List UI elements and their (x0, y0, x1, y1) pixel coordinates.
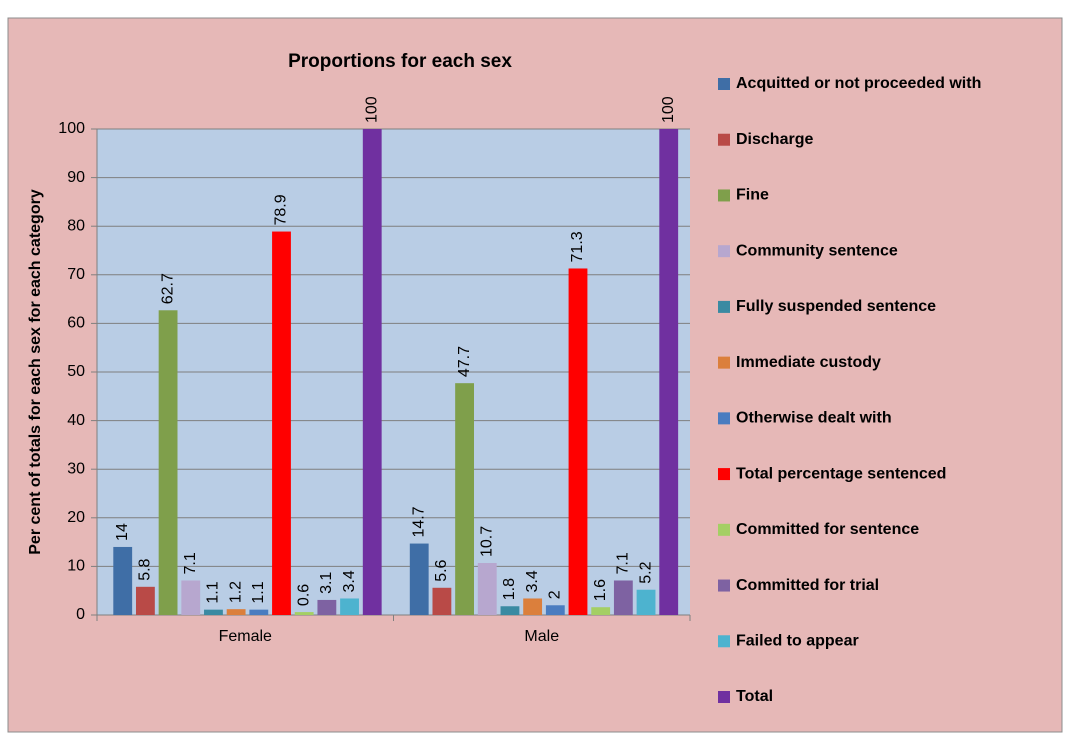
legend-swatch (718, 356, 730, 369)
bar (181, 580, 201, 615)
bar (523, 598, 543, 615)
data-label: 1.2 (227, 581, 244, 603)
y-tick-label: 20 (67, 509, 85, 526)
legend-label: Committed for sentence (736, 521, 919, 538)
y-tick-label: 60 (67, 315, 85, 332)
data-label: 14 (114, 523, 131, 541)
legend-label: Fully suspended sentence (736, 298, 936, 315)
data-label: 2 (547, 590, 564, 599)
legend-swatch (718, 300, 730, 313)
bar (317, 599, 337, 615)
bar (362, 129, 382, 615)
data-label: 1.6 (592, 579, 609, 601)
legend-swatch (718, 245, 730, 258)
data-label: 0.6 (295, 584, 312, 606)
bar (568, 268, 588, 615)
legend-label: Discharge (736, 131, 813, 148)
data-label: 1.1 (250, 581, 267, 603)
y-tick-label: 30 (67, 460, 85, 477)
data-label: 1.1 (205, 581, 222, 603)
data-label: 3.4 (524, 570, 541, 592)
y-tick-label: 100 (58, 120, 85, 137)
legend-label: Fine (736, 187, 769, 204)
y-axis-title: Per cent of totals for each sex for each… (27, 189, 44, 555)
bar (272, 231, 291, 615)
data-label: 7.1 (182, 552, 199, 574)
y-tick-label: 0 (76, 606, 85, 623)
legend-swatch (718, 133, 730, 146)
bar (500, 606, 520, 615)
legend-label: Failed to appear (736, 632, 859, 649)
legend-swatch (718, 189, 730, 202)
bar (113, 546, 133, 615)
legend-swatch (718, 635, 730, 648)
data-label: 47.7 (456, 346, 473, 377)
legend-swatch (718, 523, 730, 536)
y-tick-label: 80 (67, 217, 85, 234)
y-tick-label: 10 (67, 558, 85, 575)
legend-label: Acquitted or not proceeded with (736, 75, 981, 92)
data-label: 3.1 (318, 572, 335, 594)
bar (294, 612, 314, 615)
bar (545, 605, 565, 615)
y-tick-label: 70 (67, 266, 85, 283)
y-tick-label: 90 (67, 169, 85, 186)
legend-label: Committed for trial (736, 577, 879, 594)
data-label: 100 (363, 96, 380, 123)
bar (226, 609, 246, 615)
data-label: 14.7 (410, 506, 427, 537)
bar (613, 580, 633, 615)
y-tick-label: 50 (67, 363, 85, 380)
data-label: 100 (660, 96, 677, 123)
chart-title: Proportions for each sex (288, 51, 512, 72)
x-tick-label: Female (219, 628, 272, 645)
bar (135, 586, 155, 615)
data-label: 71.3 (569, 231, 586, 262)
bar (659, 129, 679, 615)
data-label: 62.7 (159, 273, 176, 304)
bar (204, 609, 223, 615)
bar (636, 589, 656, 615)
legend-swatch (718, 579, 730, 592)
data-label: 78.9 (273, 194, 290, 225)
bar (591, 607, 611, 615)
bar (158, 310, 178, 615)
legend-label: Total (736, 688, 773, 705)
data-label: 5.2 (637, 561, 654, 583)
bar (455, 383, 474, 615)
legend-label: Immediate custody (736, 354, 881, 371)
legend-swatch (718, 78, 730, 90)
data-label: 5.8 (137, 558, 154, 580)
legend-label: Otherwise dealt with (736, 410, 892, 427)
data-label: 7.1 (615, 552, 632, 574)
legend-swatch (718, 412, 730, 425)
bar (409, 543, 429, 615)
legend-label: Community sentence (736, 242, 898, 259)
legend-swatch (718, 691, 730, 703)
bar (432, 587, 452, 615)
bar (477, 562, 497, 615)
x-tick-label: Male (524, 628, 559, 645)
legend-swatch (718, 468, 730, 481)
bar (340, 598, 359, 615)
data-label: 10.7 (478, 526, 495, 557)
data-label: 1.8 (501, 578, 518, 600)
bar (249, 609, 269, 615)
data-label: 5.6 (433, 559, 450, 581)
legend-label: Total percentage sentenced (736, 465, 946, 482)
data-label: 3.4 (341, 570, 358, 592)
y-tick-label: 40 (67, 412, 85, 429)
